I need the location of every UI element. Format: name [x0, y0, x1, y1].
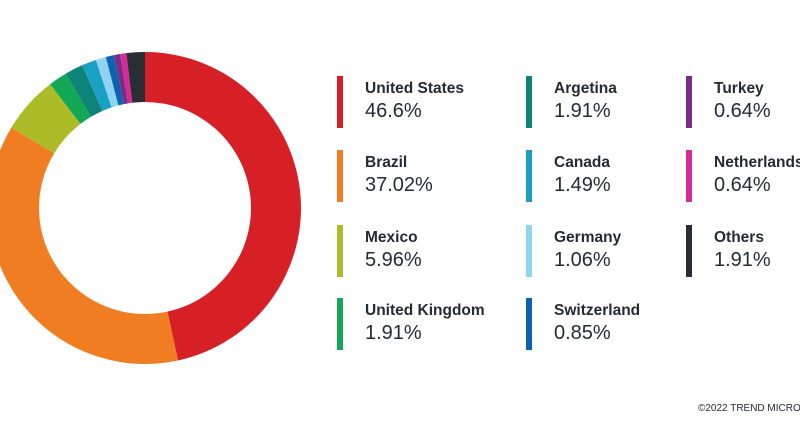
legend-label: Switzerland [554, 302, 641, 319]
slice-argetina [65, 65, 103, 117]
legend-item-turkey: Turkey 0.64% [686, 76, 800, 132]
legend-swatch [337, 76, 343, 128]
legend-swatch [526, 225, 532, 277]
legend-value: 0.85% [554, 322, 611, 344]
slice-turkey [113, 53, 129, 105]
legend-value: 1.49% [554, 174, 611, 196]
legend-label: Netherlands [714, 154, 800, 171]
legend-item-united-kingdom: United Kingdom 1.91% [337, 298, 537, 354]
legend-value: 1.91% [714, 249, 771, 271]
legend-label: Canada [554, 154, 610, 171]
slice-united-states [145, 52, 301, 361]
legend-swatch [526, 150, 532, 202]
legend-value: 37.02% [365, 174, 433, 196]
legend-label: United Kingdom [365, 302, 485, 319]
slice-brazil [0, 127, 179, 364]
legend-item-brazil: Brazil 37.02% [337, 150, 537, 206]
legend-swatch [337, 298, 343, 350]
slice-netherlands [120, 53, 133, 104]
legend-label: Others [714, 229, 764, 246]
slice-united-kingdom [50, 73, 92, 124]
legend-swatch [686, 150, 692, 202]
slice-germany [95, 57, 119, 108]
legend-item-canada: Canada 1.49% [526, 150, 726, 206]
legend-label: Mexico [365, 229, 418, 246]
legend-label: Germany [554, 229, 622, 246]
legend-swatch [526, 298, 532, 350]
slice-switzerland [105, 55, 124, 106]
legend-item-others: Others 1.91% [686, 225, 800, 281]
legend-value: 0.64% [714, 174, 771, 196]
legend-swatch [526, 76, 532, 128]
legend-item-united-states: United States 46.6% [337, 76, 537, 132]
legend-value: 46.6% [365, 100, 422, 122]
legend-value: 1.06% [554, 249, 611, 271]
legend-swatch [686, 76, 692, 128]
legend-swatch [337, 150, 343, 202]
legend-label: Turkey [714, 80, 764, 97]
legend-swatch [686, 225, 692, 277]
legend-label: Argetina [554, 80, 617, 97]
legend-item-argetina: Argetina 1.91% [526, 76, 726, 132]
legend-item-switzerland: Switzerland 0.85% [526, 298, 726, 354]
slice-mexico [11, 84, 81, 154]
legend-item-netherlands: Netherlands 0.64% [686, 150, 800, 206]
legend-value: 5.96% [365, 249, 422, 271]
legend-swatch [337, 225, 343, 277]
legend-value: 1.91% [365, 322, 422, 344]
legend-label: Brazil [365, 154, 408, 171]
legend-item-germany: Germany 1.06% [526, 225, 726, 281]
legend-value: 1.91% [554, 100, 611, 122]
legend-item-mexico: Mexico 5.96% [337, 225, 537, 281]
legend-label: United States [365, 80, 465, 97]
slice-canada [82, 59, 112, 111]
slice-others [126, 52, 145, 103]
copyright-notice: ©2022 TREND MICRO [698, 403, 800, 414]
legend-value: 0.64% [714, 100, 771, 122]
